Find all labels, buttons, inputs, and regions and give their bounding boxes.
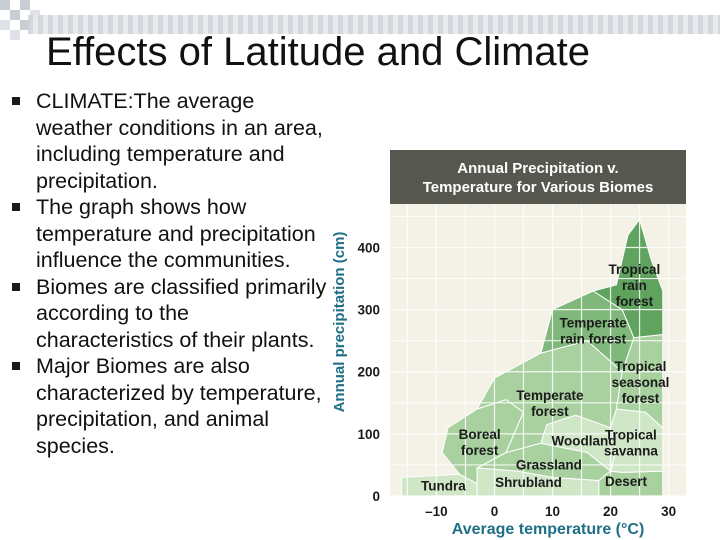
biome-label: Shrubland xyxy=(495,475,562,490)
chart-title: Temperature for Various Biomes xyxy=(423,179,654,196)
x-tick-label: 10 xyxy=(545,504,560,519)
biome-label: Grassland xyxy=(516,458,582,473)
x-tick-label: 30 xyxy=(661,504,676,519)
biome-label: rain xyxy=(622,278,647,293)
chart-title: Annual Precipitation v. xyxy=(457,160,618,177)
y-tick-label: 200 xyxy=(357,365,380,380)
bullet-item: The graph shows how temperature and prec… xyxy=(12,194,330,274)
biome-label: seasonal xyxy=(612,375,670,390)
chart-title-band xyxy=(390,150,686,204)
biome-label: Tropical xyxy=(609,262,661,277)
x-axis-label: Average temperature (°C) xyxy=(452,521,645,538)
title-decoration-bar xyxy=(28,15,720,34)
y-tick-label: 0 xyxy=(372,489,380,504)
bullet-text: CLIMATE:The average weather conditions i… xyxy=(36,89,323,193)
bullet-text: The graph shows how temperature and prec… xyxy=(36,195,316,272)
x-tick-label: 0 xyxy=(491,504,499,519)
y-axis-label: Annual precipitation (cm) xyxy=(331,232,348,413)
biome-label: Woodland xyxy=(552,434,617,449)
x-tick-label: –10 xyxy=(425,504,448,519)
biome-label: savanna xyxy=(604,444,659,459)
biome-label: Temperate xyxy=(516,388,584,403)
biome-label: Tundra xyxy=(421,478,466,493)
biome-label: Temperate xyxy=(559,315,627,330)
bullet-square-icon xyxy=(12,362,20,370)
bullet-list: CLIMATE:The average weather conditions i… xyxy=(12,88,330,459)
biome-label: Tropical xyxy=(605,428,657,443)
x-tick-label: 20 xyxy=(603,504,618,519)
slide-title: Effects of Latitude and Climate xyxy=(46,30,591,74)
biome-label: rain forest xyxy=(560,331,627,346)
bullet-text: Biomes are classified primarily accordin… xyxy=(36,274,327,352)
bullet-item: Major Biomes are also characterized by t… xyxy=(12,353,330,459)
biome-label: Boreal xyxy=(459,427,501,442)
biome-label: forest xyxy=(622,391,660,406)
y-tick-label: 100 xyxy=(357,427,380,442)
biome-label: forest xyxy=(616,294,654,309)
bullet-text: Major Biomes are also characterized by t… xyxy=(36,354,322,458)
y-tick-label: 300 xyxy=(357,303,380,318)
biome-chart: Annual Precipitation v. Temperature for V… xyxy=(331,150,686,538)
biome-label: Desert xyxy=(605,474,648,489)
y-tick-label: 400 xyxy=(357,240,380,255)
biome-label: Tropical xyxy=(615,359,667,374)
bullet-square-icon xyxy=(12,97,20,105)
bullet-item: CLIMATE:The average weather conditions i… xyxy=(12,88,330,194)
bullet-square-icon xyxy=(12,282,20,291)
bullet-square-icon xyxy=(12,203,20,211)
biome-label: forest xyxy=(461,443,499,458)
biome-label: forest xyxy=(531,404,569,419)
bullet-item: Biomes are classified primarily accordin… xyxy=(12,274,330,354)
